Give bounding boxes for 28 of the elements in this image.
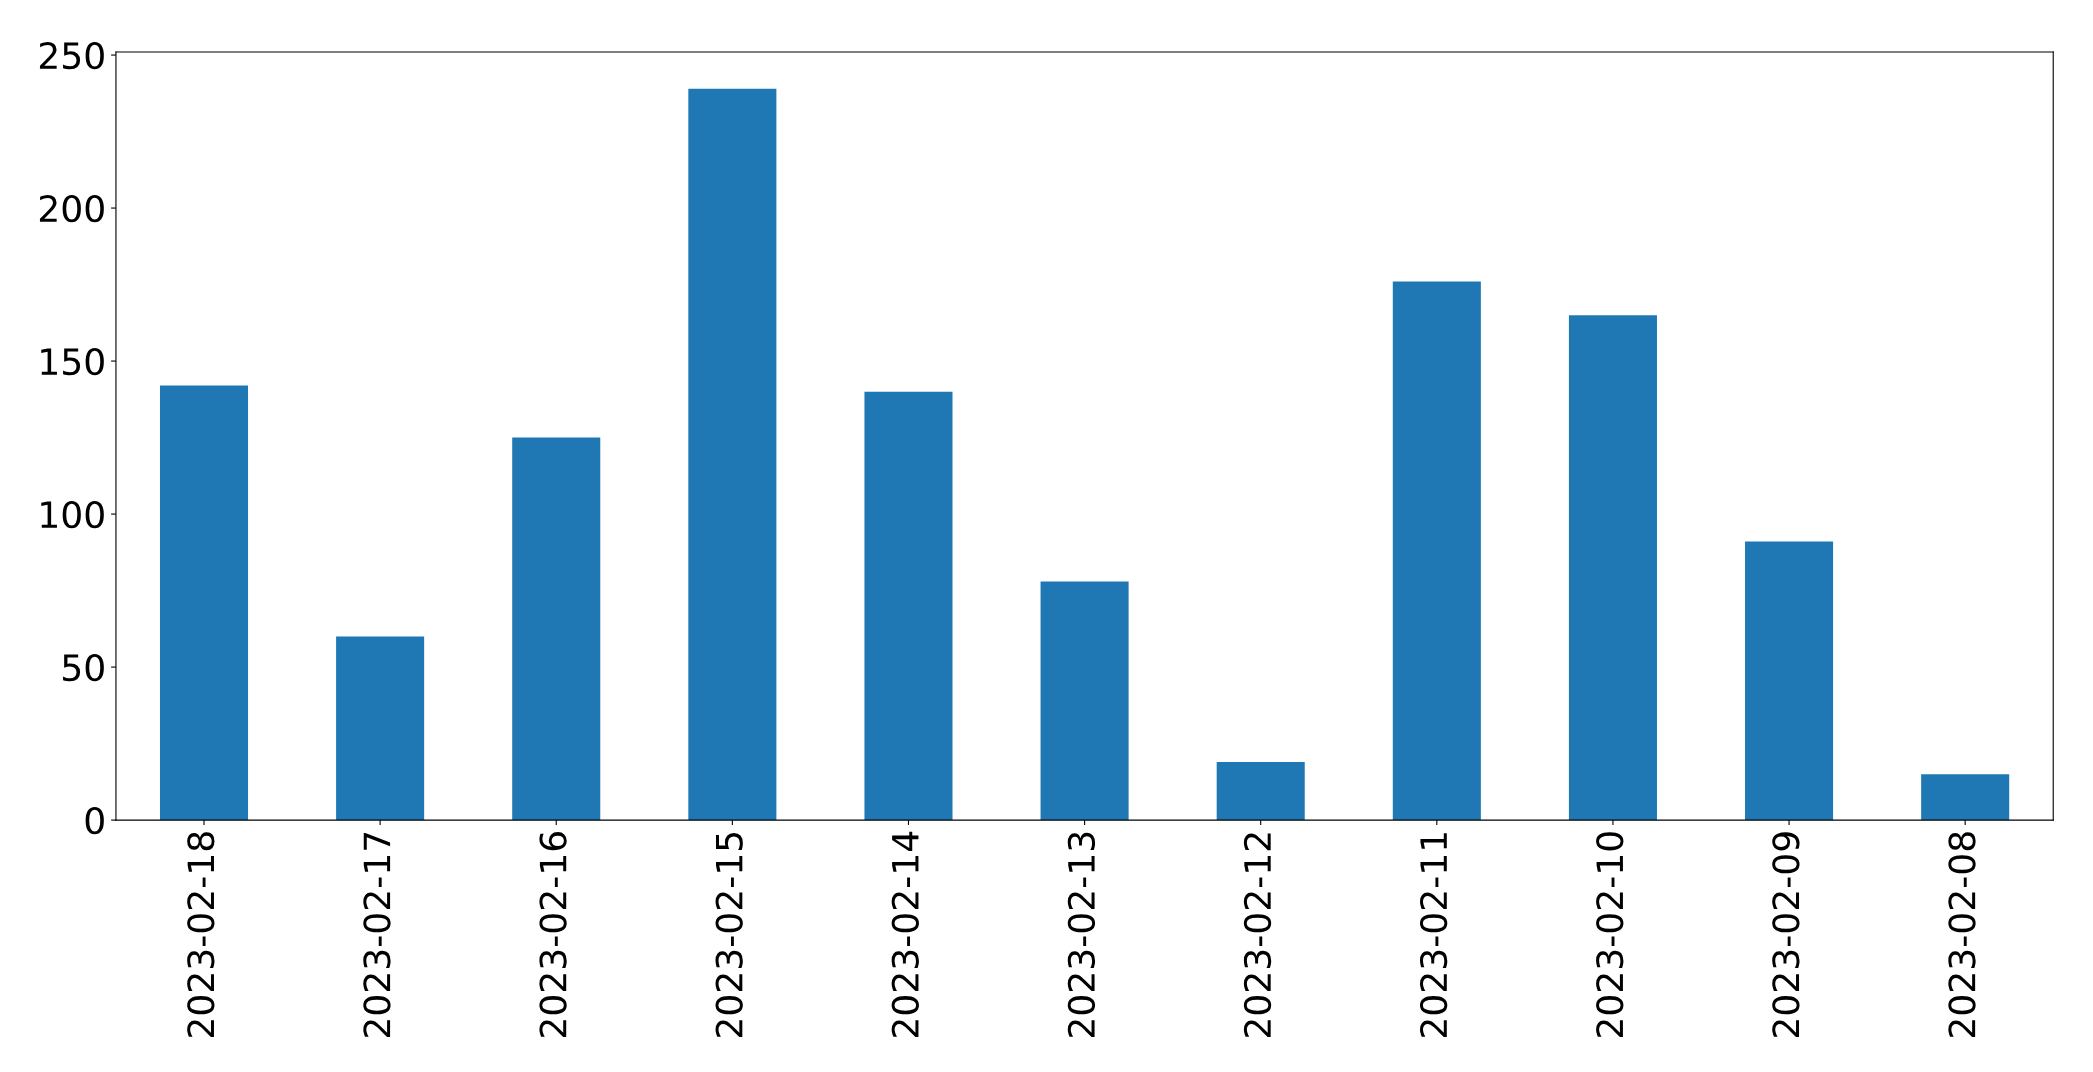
bar xyxy=(1392,281,1481,821)
bar xyxy=(159,385,249,821)
bar xyxy=(1921,774,2010,821)
bar xyxy=(1745,541,1834,821)
bar xyxy=(512,437,601,821)
bar xyxy=(1568,315,1657,821)
y-tick-label: 50 xyxy=(63,653,104,682)
x-tick-label: 2023-02-09 xyxy=(1772,832,1800,1038)
x-tick-label: 2023-02-13 xyxy=(1067,832,1096,1038)
x-tick-label: 2023-02-18 xyxy=(187,832,215,1038)
x-tick-label: 2023-02-08 xyxy=(1948,832,1976,1038)
y-tick-label: 150 xyxy=(41,347,104,376)
x-tick-label: 2023-02-12 xyxy=(1243,833,1272,1038)
x-tick-label: 2023-02-16 xyxy=(539,832,567,1038)
bar xyxy=(1040,581,1129,821)
x-tick-label: 2023-02-11 xyxy=(1419,833,1448,1038)
bar xyxy=(864,391,953,821)
bar xyxy=(1216,761,1305,821)
y-tick-label: 0 xyxy=(85,807,104,835)
bar xyxy=(336,636,425,821)
x-tick-label: 2023-02-10 xyxy=(1596,832,1624,1038)
x-tick-label: 2023-02-17 xyxy=(363,832,391,1038)
y-tick-label: 200 xyxy=(39,194,104,223)
y-tick-label: 100 xyxy=(41,500,104,529)
y-tick-label: 250 xyxy=(39,41,104,70)
bar xyxy=(688,88,777,821)
x-tick-label: 2023-02-14 xyxy=(891,831,919,1038)
x-tick-label: 2023-02-15 xyxy=(715,832,743,1038)
